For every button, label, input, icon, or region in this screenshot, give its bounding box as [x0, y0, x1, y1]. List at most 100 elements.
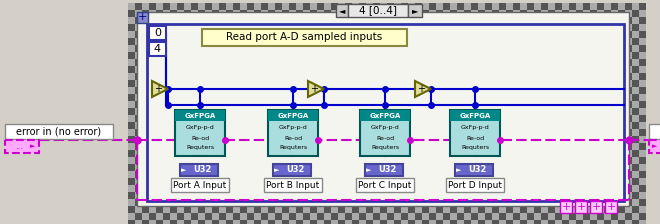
Bar: [240, 213, 247, 220]
Bar: [212, 213, 219, 220]
Bar: [597, 213, 604, 220]
Bar: [303, 206, 310, 213]
Bar: [450, 10, 457, 17]
Bar: [170, 213, 177, 220]
Bar: [534, 213, 541, 220]
Bar: [268, 3, 275, 10]
Text: GxFPGA: GxFPGA: [370, 112, 401, 118]
Bar: [345, 213, 352, 220]
Bar: [212, 3, 219, 10]
Bar: [625, 45, 632, 52]
Bar: [513, 3, 520, 10]
Bar: [175, 110, 225, 121]
Text: Requters: Requters: [461, 146, 489, 151]
Bar: [233, 213, 240, 220]
Bar: [520, 10, 527, 17]
Bar: [142, 206, 149, 213]
Text: 4 [0..4]: 4 [0..4]: [359, 6, 397, 15]
Bar: [289, 206, 296, 213]
Bar: [625, 122, 632, 129]
Bar: [632, 66, 639, 73]
Bar: [233, 206, 240, 213]
Bar: [345, 206, 352, 213]
Bar: [240, 220, 247, 224]
Bar: [527, 220, 534, 224]
Bar: [128, 45, 135, 52]
Bar: [128, 31, 135, 38]
Text: ►: ►: [30, 144, 36, 149]
Bar: [569, 220, 576, 224]
Bar: [575, 201, 587, 213]
Bar: [429, 213, 436, 220]
Bar: [548, 3, 555, 10]
Bar: [310, 206, 317, 213]
Text: Requters: Requters: [371, 146, 399, 151]
Bar: [212, 10, 219, 17]
Bar: [380, 3, 387, 10]
Bar: [632, 164, 639, 171]
Bar: [639, 24, 646, 31]
Bar: [163, 10, 170, 17]
Bar: [331, 10, 338, 17]
Bar: [471, 10, 478, 17]
Bar: [198, 213, 205, 220]
Bar: [625, 171, 632, 178]
Bar: [632, 24, 639, 31]
Bar: [639, 94, 646, 101]
Bar: [625, 143, 632, 150]
Bar: [639, 80, 646, 87]
Bar: [604, 10, 611, 17]
Bar: [360, 110, 410, 156]
Bar: [163, 3, 170, 10]
Bar: [408, 10, 415, 17]
Bar: [611, 206, 618, 213]
Bar: [219, 10, 226, 17]
Bar: [219, 3, 226, 10]
Text: GxFp-p-d: GxFp-p-d: [461, 125, 489, 131]
Bar: [205, 10, 212, 17]
Bar: [611, 3, 618, 10]
Text: error in (no error): error in (no error): [16, 127, 102, 136]
Bar: [625, 115, 632, 122]
Bar: [135, 24, 142, 31]
Bar: [457, 220, 464, 224]
Bar: [365, 164, 403, 176]
Bar: [128, 73, 135, 80]
Bar: [352, 10, 359, 17]
Bar: [639, 171, 646, 178]
Bar: [478, 213, 485, 220]
Bar: [324, 206, 331, 213]
Bar: [338, 206, 345, 213]
Bar: [443, 10, 450, 17]
Bar: [219, 220, 226, 224]
Bar: [135, 157, 142, 164]
Bar: [240, 10, 247, 17]
Bar: [128, 52, 135, 59]
Bar: [450, 3, 457, 10]
Bar: [450, 220, 457, 224]
Bar: [492, 220, 499, 224]
Bar: [548, 10, 555, 17]
Bar: [177, 3, 184, 10]
Bar: [604, 206, 611, 213]
Bar: [135, 101, 142, 108]
Bar: [639, 108, 646, 115]
Bar: [401, 213, 408, 220]
Bar: [135, 129, 142, 136]
Bar: [555, 206, 562, 213]
Bar: [135, 17, 142, 24]
Bar: [261, 206, 268, 213]
Bar: [485, 213, 492, 220]
Bar: [639, 192, 646, 199]
Bar: [268, 10, 275, 17]
Bar: [548, 206, 555, 213]
Bar: [471, 3, 478, 10]
Bar: [632, 45, 639, 52]
Bar: [625, 38, 632, 45]
Bar: [191, 220, 198, 224]
Bar: [254, 206, 261, 213]
Bar: [576, 213, 583, 220]
Bar: [632, 80, 639, 87]
Bar: [282, 213, 289, 220]
Bar: [639, 185, 646, 192]
